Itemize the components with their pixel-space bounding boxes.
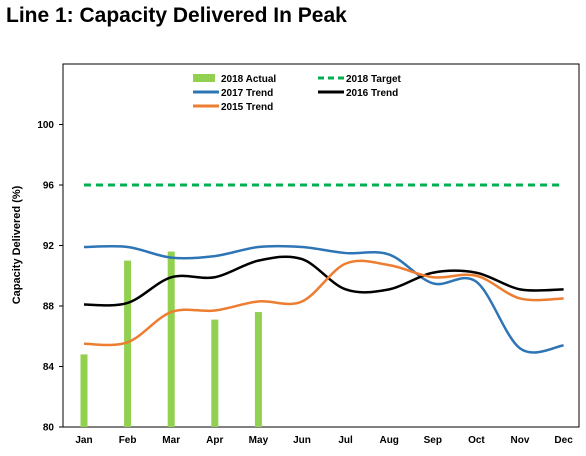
x-tick-label: Oct — [468, 435, 485, 446]
x-tick-label: Mar — [162, 435, 180, 446]
y-tick-label: 88 — [43, 302, 55, 313]
series-line-2017-trend — [83, 244, 564, 354]
legend-label-2018-target: 2018 Target — [346, 74, 402, 85]
x-tick-label: Jun — [293, 435, 311, 446]
x-tick-label: Dec — [554, 435, 573, 446]
bar-2018-actual-jan — [80, 354, 88, 427]
x-tick-label: Feb — [119, 435, 137, 446]
legend-swatch-2018-actual — [193, 74, 215, 82]
y-tick-label: 80 — [43, 423, 55, 434]
bar-2018-actual-may — [254, 312, 262, 427]
x-tick-label: Apr — [206, 435, 223, 446]
x-tick-label: Aug — [379, 435, 398, 446]
x-tick-label: Jan — [75, 435, 92, 446]
legend-label-2017-trend: 2017 Trend — [221, 88, 273, 99]
legend-label-2015-trend: 2015 Trend — [221, 102, 273, 113]
y-tick-label: 84 — [43, 362, 55, 373]
legend-label-2018-actual: 2018 Actual — [221, 74, 276, 85]
x-tick-label: May — [249, 435, 269, 446]
y-tick-label: 100 — [37, 120, 54, 131]
legend-label-2016-trend: 2016 Trend — [346, 88, 398, 99]
bar-2018-actual-apr — [211, 319, 219, 427]
x-tick-label: Jul — [338, 435, 353, 446]
page-title: Line 1: Capacity Delivered In Peak — [6, 4, 347, 27]
y-axis-label: Capacity Delivered (%) — [11, 185, 23, 304]
series-line-2016-trend — [83, 255, 564, 307]
bar-2018-actual-mar — [167, 251, 175, 427]
x-tick-label: Nov — [511, 435, 530, 446]
x-tick-label: Sep — [424, 435, 442, 446]
plot-area — [62, 63, 580, 428]
y-tick-label: 92 — [43, 241, 55, 252]
bar-2018-actual-feb — [124, 260, 132, 427]
y-tick-label: 96 — [43, 181, 55, 192]
series-line-2015-trend — [83, 259, 564, 347]
